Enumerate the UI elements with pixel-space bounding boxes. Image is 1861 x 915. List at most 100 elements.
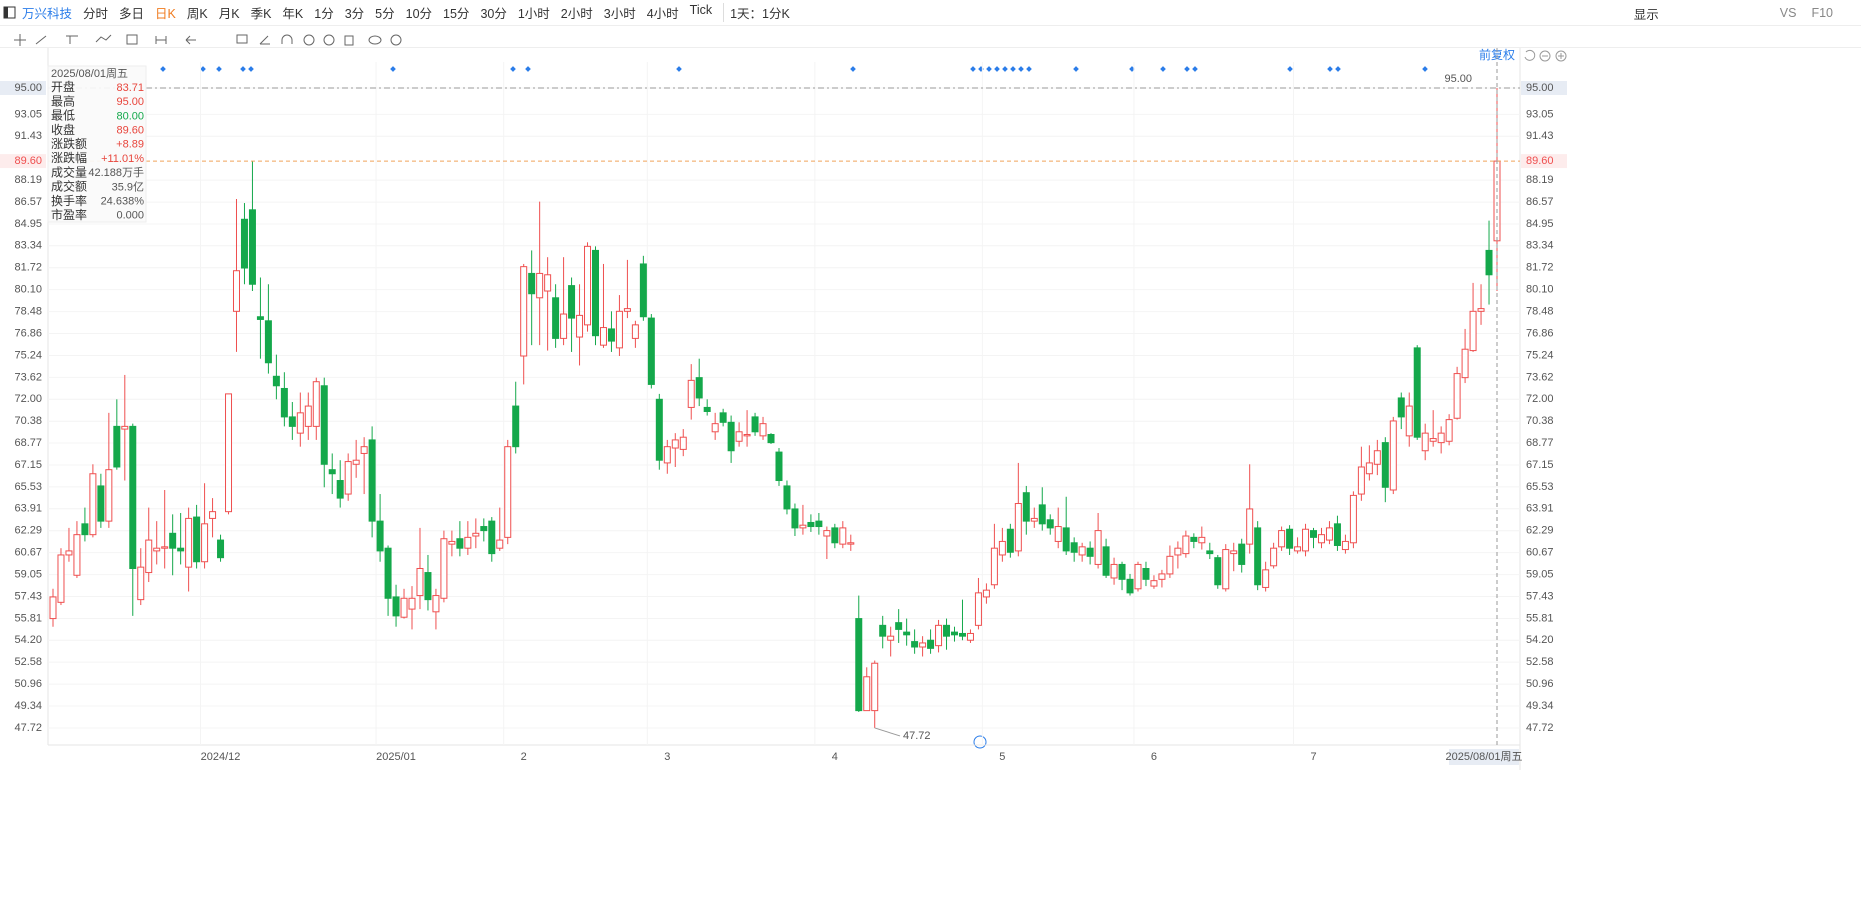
candle-body (312, 381, 320, 427)
settings-tool[interactable] (390, 34, 402, 46)
candle-body (1333, 523, 1341, 546)
delete-tool[interactable] (344, 35, 354, 46)
y-tick-label: 83.34 (14, 240, 42, 252)
y2-tick-label: 80.10 (1526, 284, 1554, 296)
zoom-out[interactable] (1539, 50, 1551, 62)
y-tick-label: 73.62 (14, 371, 42, 383)
indicator-tool[interactable] (126, 34, 138, 45)
y-tick-label: 57.43 (14, 590, 42, 602)
y2-tick-label: 55.81 (1526, 612, 1554, 624)
candle-body (823, 530, 831, 537)
period-tab-active[interactable]: 日K (155, 7, 176, 21)
display-menu[interactable]: 显示 (1633, 7, 1659, 22)
period-tab[interactable]: 15分 (443, 7, 470, 21)
candle-body (49, 596, 57, 620)
candle-body (623, 308, 631, 312)
candle-body (145, 539, 153, 574)
period-tab[interactable]: 多日 (119, 7, 145, 21)
arrow-tool[interactable] (185, 35, 196, 45)
candle-body (456, 538, 464, 549)
candle-body (879, 624, 887, 637)
measure-tool[interactable] (155, 36, 167, 44)
y2-tick-label: 59.05 (1526, 568, 1554, 580)
y2-tick-label: 70.38 (1526, 415, 1554, 427)
period-tab[interactable]: 10分 (405, 7, 433, 21)
candle-body (807, 521, 815, 528)
y-tick-label: 68.77 (14, 437, 42, 449)
move-tool[interactable] (14, 34, 26, 46)
period-tab[interactable]: 季K (250, 7, 272, 21)
y2-tick-label: 49.34 (1526, 700, 1554, 712)
candle-body (408, 597, 416, 610)
period-tab[interactable]: 2小时 (560, 7, 593, 21)
candle-body (791, 508, 799, 529)
candle-body (392, 596, 400, 617)
candle-body (1206, 550, 1214, 555)
period-tab[interactable]: Tick (689, 3, 713, 17)
eye-tool[interactable] (303, 34, 315, 46)
period-tab[interactable]: 周K (186, 7, 208, 21)
candle-body (1110, 563, 1118, 579)
period-tab[interactable]: 5分 (375, 7, 395, 21)
candle-body (639, 263, 647, 318)
x-tick-label: 5 (999, 751, 1005, 763)
candle-body (336, 480, 344, 499)
period-tab[interactable]: 30分 (480, 7, 507, 21)
candle-body (496, 539, 504, 549)
candle-body (1174, 547, 1182, 556)
stock-name[interactable]: 万兴科技 (22, 7, 73, 21)
period-tab[interactable]: 4小时 (646, 7, 679, 21)
y-tick-label: 93.05 (14, 108, 42, 120)
candle-body (1038, 504, 1046, 525)
y-tick-label: 70.38 (14, 415, 42, 427)
candle-body (631, 324, 639, 339)
candle-body (855, 618, 863, 712)
note-tool[interactable] (236, 34, 248, 44)
period-tab[interactable]: 1小时 (517, 7, 550, 21)
candle-body (1118, 563, 1126, 580)
period-tab[interactable]: 年K (282, 7, 304, 21)
info-panel (47, 65, 147, 223)
candle-body (520, 266, 528, 357)
candle-body (599, 327, 607, 346)
wave-tool[interactable] (95, 34, 112, 43)
candle-body (384, 547, 392, 599)
min-pointer (874, 727, 901, 737)
y2-tick-label: 83.34 (1526, 240, 1554, 252)
range-select[interactable]: 1天：1分K (723, 3, 790, 22)
sidebar-toggle[interactable] (0, 5, 22, 21)
zoom-in[interactable] (1555, 50, 1567, 62)
candle-body (1445, 419, 1453, 442)
candle-body (288, 416, 296, 427)
candle-body (560, 313, 568, 339)
y2-tick-label: 52.58 (1526, 656, 1554, 668)
line-tool[interactable] (35, 35, 47, 45)
event-icon[interactable] (973, 735, 987, 749)
period-tab[interactable]: 分时 (83, 7, 109, 21)
period-tab[interactable]: 1分 (314, 7, 334, 21)
info-value: 83.71 (116, 82, 144, 94)
candle-body (568, 285, 576, 319)
y-tick-label: 72.00 (14, 393, 42, 405)
period-tab[interactable]: 月K (218, 7, 240, 21)
trend-tool[interactable] (66, 35, 78, 44)
x-tick-label: 6 (1151, 751, 1157, 763)
period-tab[interactable]: 3分 (344, 7, 365, 21)
period-tab[interactable]: 3小时 (603, 7, 636, 21)
angle-tool[interactable] (259, 35, 270, 45)
candle-body (185, 517, 193, 568)
magnet-tool[interactable] (281, 34, 293, 44)
candle-body (576, 314, 584, 338)
f10-button[interactable]: F10 (1811, 6, 1833, 20)
y-tick-label: 62.29 (14, 525, 42, 537)
hide-tool[interactable] (323, 34, 335, 46)
candle-body (544, 274, 552, 292)
candle-body (320, 385, 328, 465)
event-markers (160, 66, 1428, 72)
candle-body (1405, 405, 1413, 437)
candle-body (137, 566, 145, 601)
adjust-toggle[interactable]: 前复权 (1479, 47, 1515, 62)
vs-button[interactable]: VS (1779, 6, 1797, 20)
reset-icon[interactable] (1524, 49, 1536, 61)
link-tool[interactable] (368, 35, 382, 45)
